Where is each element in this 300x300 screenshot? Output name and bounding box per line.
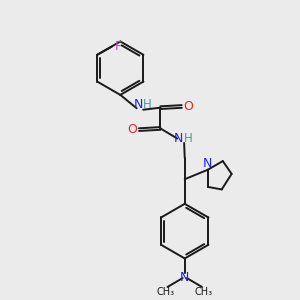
Text: O: O (183, 100, 193, 113)
Text: CH₃: CH₃ (194, 287, 212, 297)
Text: N: N (174, 132, 184, 145)
Text: N: N (134, 98, 143, 111)
Text: CH₃: CH₃ (157, 287, 175, 297)
Text: H: H (184, 132, 193, 145)
Text: H: H (143, 98, 152, 111)
Text: O: O (128, 123, 137, 136)
Text: N: N (203, 157, 213, 170)
Text: F: F (114, 40, 122, 53)
Text: N: N (180, 271, 189, 284)
